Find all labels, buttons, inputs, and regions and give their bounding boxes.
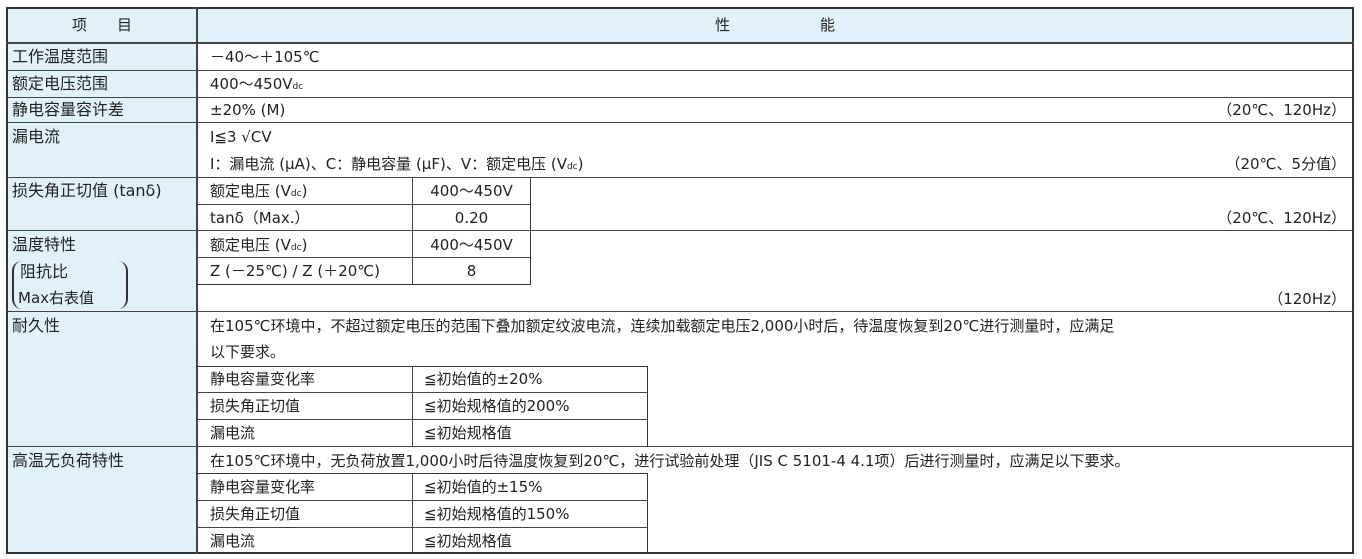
label-column: [8, 9, 196, 552]
temp-char-label2: 阻抗比: [20, 262, 69, 281]
shelf-cap-change-value: ≦初始值的±15%: [424, 478, 543, 496]
endurance-cap-change-label: 静电容量变化率: [210, 370, 316, 388]
temp-char-ratio-label: Z (－25℃) / Z (＋20℃): [210, 262, 380, 280]
shelf-leak-label: 漏电流: [210, 532, 256, 550]
temp-char-condition: （120Hz）: [1268, 290, 1346, 308]
cap-tolerance-condition: （20℃、120Hz）: [1217, 101, 1346, 119]
tan-delta-voltage-value: 400～450V: [430, 182, 513, 200]
leakage-condition: （20℃、5分值）: [1225, 155, 1346, 173]
header-performance: 性 能: [714, 16, 835, 34]
shelf-tan-label: 损失角正切值: [210, 505, 301, 523]
temp-char-ratio-value: 8: [466, 262, 477, 280]
endurance-leak-label: 漏电流: [210, 424, 256, 442]
header-item: 项 目: [71, 16, 132, 34]
tan-delta-condition: （20℃、120Hz）: [1217, 209, 1346, 227]
endurance-tan-label: 损失角正切值: [210, 397, 301, 415]
shelf-leak-value: ≦初始规格值: [424, 532, 512, 550]
temp-char-label: 温度特性: [12, 235, 77, 254]
cap-tolerance-value: ±20% (M): [210, 101, 286, 119]
tan-delta-label: 损失角正切值 (tanδ): [12, 181, 162, 200]
shelf-cap-change-label: 静电容量变化率: [210, 478, 316, 496]
temp-range-value: －40～＋105℃: [210, 48, 320, 66]
endurance-tan-value: ≦初始规格值的200%: [424, 397, 570, 415]
endurance-leak-value: ≦初始规格值: [424, 424, 512, 442]
tan-delta-max-label: tanδ（Max.）: [210, 209, 310, 227]
spec-table: [6, 7, 1354, 554]
temp-char-voltage-value: 400～450V: [430, 236, 513, 254]
leakage-note: I：漏电流 (μA)、C：静电容量 (μF)、V：额定电压 (Vdc): [210, 155, 584, 173]
temp-char-label3: Max右表值: [18, 289, 95, 307]
shelf-life-line1: 在105℃环境中，无负荷放置1,000小时后待温度恢复到20℃，进行试验前处理（…: [210, 452, 1130, 470]
header-row: [8, 9, 1352, 42]
temp-char-voltage-label: 额定电压 (Vdc): [210, 236, 308, 254]
tan-delta-max-value: 0.20: [454, 209, 489, 227]
leakage-formula: I≦3 √CV: [210, 128, 272, 146]
voltage-range-value: 400～450Vdc: [210, 75, 304, 93]
endurance-label: 耐久性: [12, 316, 61, 335]
endurance-line1: 在105℃环境中，不超过额定电压的范围下叠加额定纹波电流，连续加载额定电压2,0…: [210, 317, 1115, 335]
cap-tolerance-label: 静电容量容许差: [12, 100, 125, 119]
shelf-tan-value: ≦初始规格值的150%: [424, 505, 570, 523]
temp-range-label: 工作温度范围: [12, 47, 109, 66]
endurance-line2: 以下要求。: [210, 343, 286, 361]
endurance-cap-change-value: ≦初始值的±20%: [424, 370, 543, 388]
shelf-life-label: 高温无负荷特性: [12, 451, 125, 470]
voltage-range-label: 额定电压范围: [12, 74, 109, 93]
tan-delta-voltage-label: 额定电压 (Vdc): [210, 182, 308, 200]
leakage-label: 漏电流: [12, 127, 61, 146]
